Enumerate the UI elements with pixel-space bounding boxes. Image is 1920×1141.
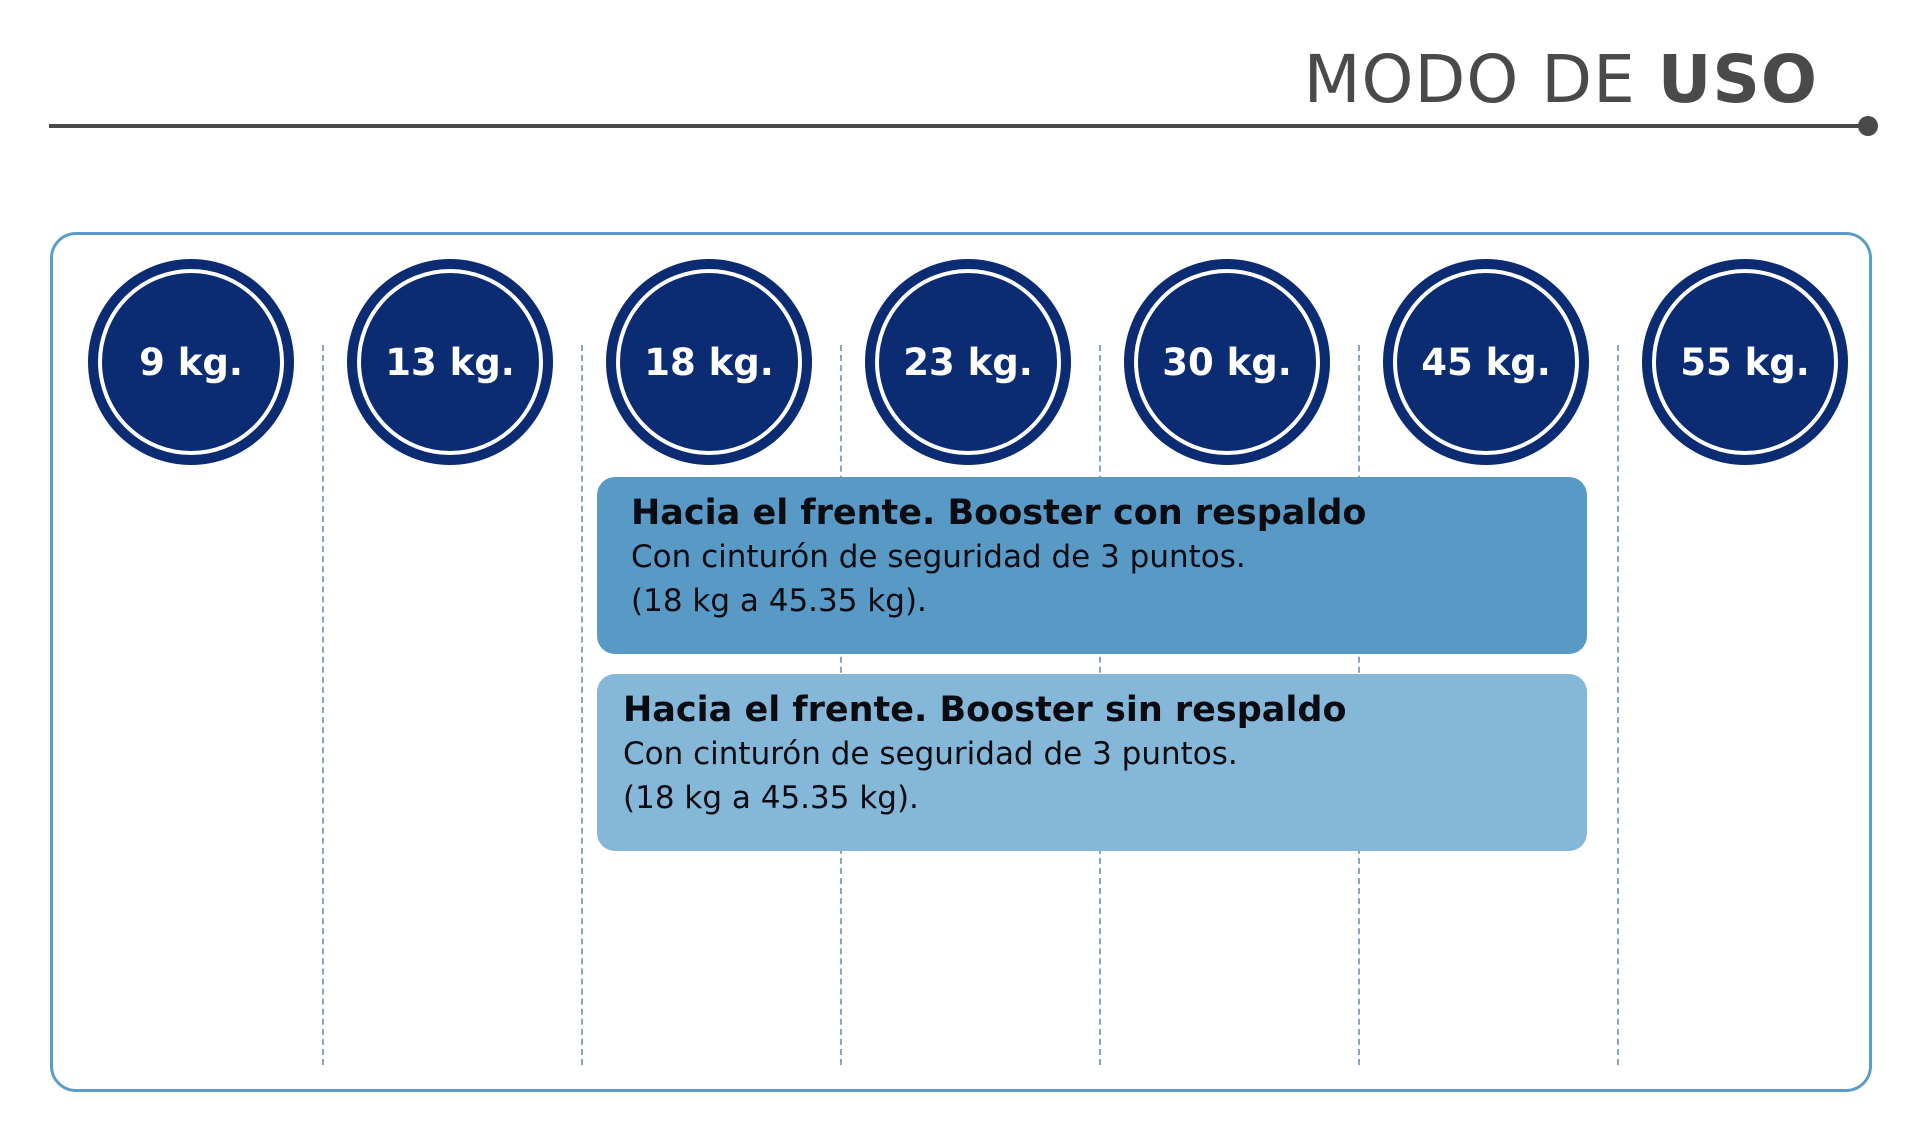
weight-circle-ring (875, 269, 1061, 455)
weight-circle-ring (357, 269, 543, 455)
mode-belt-text: Con cinturón de seguridad de 3 puntos. (631, 539, 1246, 575)
weight-circle-18kg: 18 kg. (606, 259, 812, 465)
header-rule (49, 124, 1869, 128)
weight-circle-ring (1652, 269, 1838, 455)
page-title: MODO DE USO (1304, 40, 1818, 120)
mode-booster-without-back: Hacia el frente. Booster sin respaldo Co… (597, 674, 1587, 851)
weight-circle-ring (98, 269, 284, 455)
weight-label: 9 kg. (139, 340, 243, 384)
column-divider (581, 345, 583, 1065)
weight-circle-ring (1393, 269, 1579, 455)
mode-title: Hacia el frente. Booster con respaldo (631, 493, 1367, 533)
page-title-bold: USO (1657, 41, 1818, 118)
column-divider (322, 345, 324, 1065)
weight-label: 18 kg. (644, 340, 774, 384)
mode-weight-range: (18 kg a 45.35 kg). (631, 583, 927, 619)
weight-label: 45 kg. (1421, 340, 1551, 384)
mode-weight-range: (18 kg a 45.35 kg). (623, 780, 919, 816)
usage-panel (50, 232, 1872, 1092)
weight-circle-45kg: 45 kg. (1383, 259, 1589, 465)
weight-circle-ring (616, 269, 802, 455)
weight-label: 23 kg. (903, 340, 1033, 384)
mode-booster-with-back: Hacia el frente. Booster con respaldo Co… (597, 477, 1587, 654)
weight-label: 30 kg. (1162, 340, 1292, 384)
mode-title: Hacia el frente. Booster sin respaldo (623, 690, 1347, 730)
column-divider (1617, 345, 1619, 1065)
weight-circle-9kg: 9 kg. (88, 259, 294, 465)
weight-circle-ring (1134, 269, 1320, 455)
weight-circle-13kg: 13 kg. (347, 259, 553, 465)
weight-label: 55 kg. (1680, 340, 1810, 384)
mode-belt-text: Con cinturón de seguridad de 3 puntos. (623, 736, 1238, 772)
weight-circle-55kg: 55 kg. (1642, 259, 1848, 465)
header-rule-end-dot (1858, 116, 1878, 136)
weight-label: 13 kg. (385, 340, 515, 384)
weight-circle-30kg: 30 kg. (1124, 259, 1330, 465)
page-title-light: MODO DE (1303, 41, 1658, 118)
weight-circle-23kg: 23 kg. (865, 259, 1071, 465)
